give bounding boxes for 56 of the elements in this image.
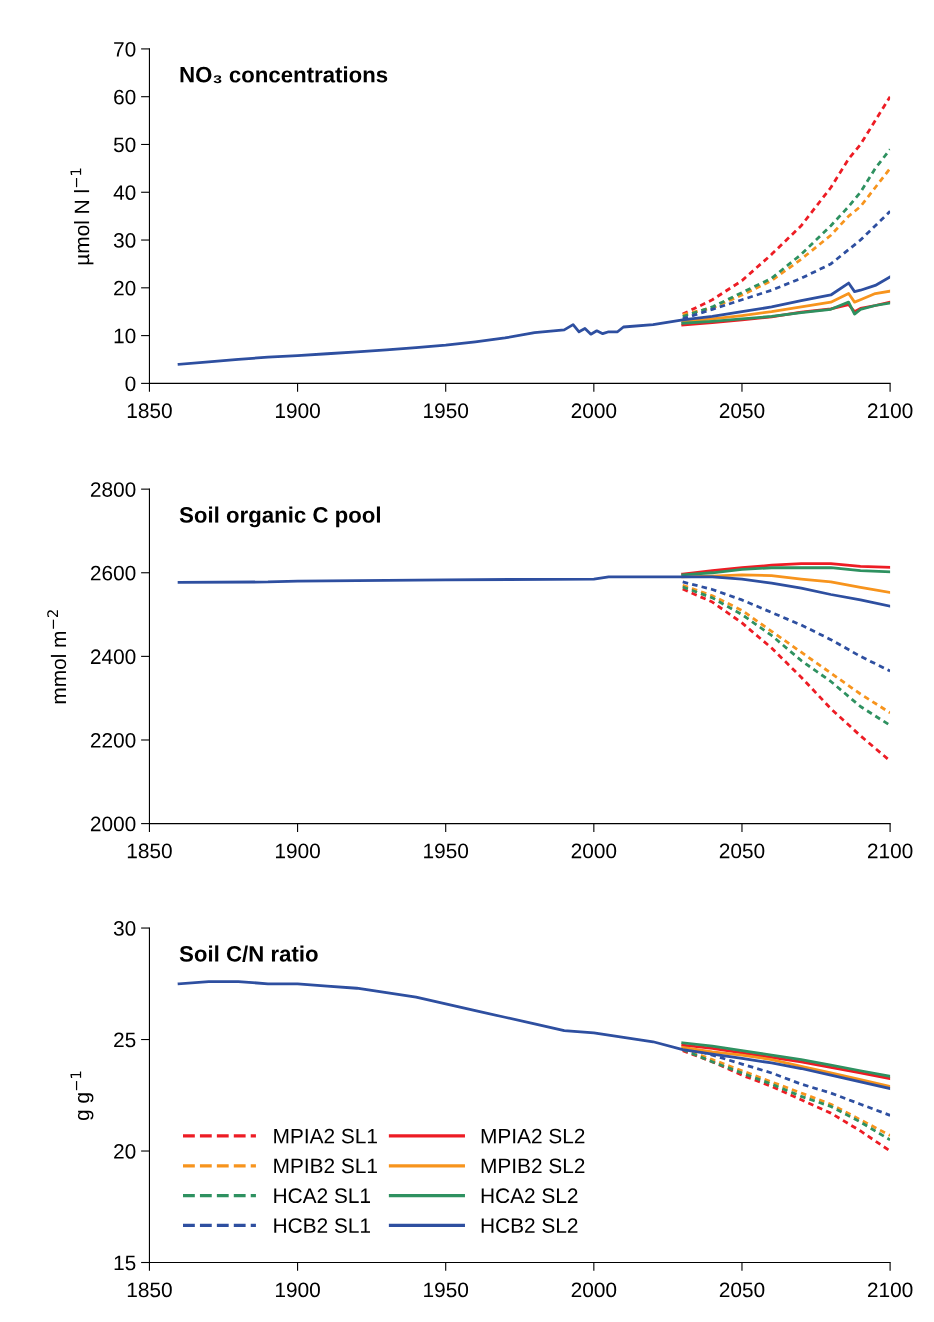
y-tick-label: 2800 — [90, 482, 136, 497]
x-tick-label: 1850 — [127, 843, 172, 859]
text: Soil C/N ratio — [179, 945, 318, 962]
legend-label: HCB2 SL2 — [481, 1218, 578, 1233]
text: Soil organic C pool — [179, 506, 380, 528]
x-tick-label: 2050 — [719, 403, 765, 419]
x-tick-label: 1900 — [275, 843, 320, 859]
y-tick-label: 30 — [113, 921, 136, 936]
y-tick-label: 2200 — [90, 732, 136, 748]
x-tick-label: 1950 — [424, 403, 469, 419]
x-tick-label: 1850 — [127, 1282, 172, 1298]
line-series — [681, 580, 891, 673]
legend-label: HCA2 SL1 — [274, 1188, 370, 1204]
y-tick-label: 20 — [114, 1144, 136, 1159]
line-series — [681, 562, 891, 576]
y-axis-title: g g$^{−1}$ — [70, 1071, 94, 1121]
x-tick-label: 1950 — [424, 1282, 469, 1298]
y-tick-label: 30 — [113, 233, 136, 248]
legend-label: MPIB2 SL2 — [481, 1158, 585, 1174]
y-axis-title: µmol N l$^{−1}$ — [70, 168, 94, 265]
y-tick-label: 70 — [114, 41, 136, 57]
x-tick-label: 2000 — [571, 403, 617, 419]
legend-label: HCA2 SL2 — [481, 1188, 578, 1204]
legend-label: MPIA2 SL1 — [274, 1128, 377, 1144]
x-tick-label: 2000 — [571, 843, 617, 859]
x-tick-label: 2100 — [867, 1282, 913, 1298]
x-tick-label: 1850 — [127, 403, 172, 419]
y-tick-label: 15 — [114, 1255, 136, 1271]
y-tick-label: 0 — [125, 376, 136, 392]
y-tick-label: 2400 — [90, 649, 136, 665]
line-series — [681, 587, 891, 763]
line-series — [681, 566, 891, 577]
legend-label: MPIA2 SL2 — [481, 1128, 585, 1144]
y-tick-label: 2000 — [90, 816, 136, 832]
y-tick-label: 50 — [113, 137, 136, 153]
x-tick-label: 2100 — [867, 403, 913, 419]
y-tick-label: 25 — [114, 1032, 136, 1048]
y-tick-label: 20 — [114, 280, 136, 296]
line-series — [681, 289, 891, 324]
line-series — [681, 95, 891, 316]
y-tick-label: 40 — [113, 185, 136, 201]
x-tick-label: 2050 — [719, 1282, 765, 1298]
y-tick-label: 10 — [114, 328, 136, 344]
x-tick-label: 1950 — [424, 843, 469, 859]
legend-label: MPIB2 SL1 — [274, 1158, 377, 1174]
y-tick-label: 60 — [114, 89, 136, 105]
x-tick-label: 2050 — [719, 843, 765, 859]
y-axis-title: mmol m$^{−2}$ — [47, 610, 67, 704]
x-tick-label: 1900 — [275, 403, 320, 419]
x-tick-label: 1900 — [275, 1282, 320, 1298]
legend-label: HCB2 SL1 — [274, 1218, 370, 1233]
y-tick-label: 2600 — [90, 565, 136, 581]
text: NO₃ concentrations — [180, 66, 388, 84]
x-tick-label: 2000 — [571, 1282, 617, 1298]
line-series — [177, 575, 891, 608]
x-tick-label: 2100 — [867, 843, 913, 859]
